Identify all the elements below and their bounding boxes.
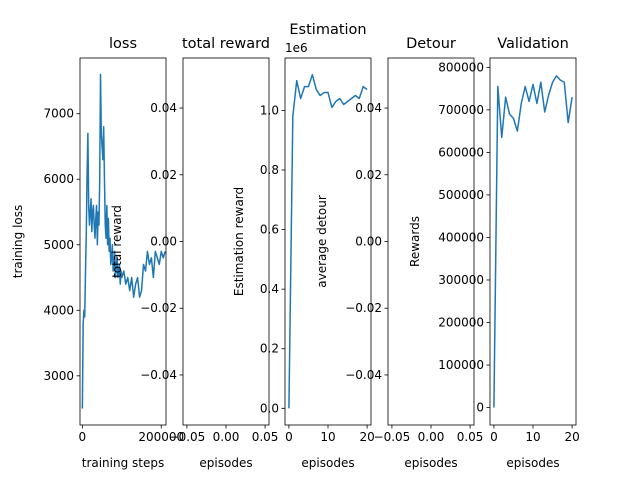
y-tick-label: 600000 <box>438 145 484 159</box>
y-tick-label: −0.02 <box>345 301 382 315</box>
subplot-4: 0 10 20 0 100000 200000 300000 400000 500000 6000… <box>408 36 580 470</box>
x-tick-label: 20 <box>564 430 579 444</box>
y-tick-label: 0.0 <box>260 401 279 415</box>
axis-scale-label: 1e6 <box>285 41 308 55</box>
x-tick-label: 0 <box>285 430 293 444</box>
x-axis-label: training steps <box>82 456 165 470</box>
x-tick-label: 10 <box>525 430 540 444</box>
y-axis-label: total reward <box>110 205 124 278</box>
y-tick-label: 0.8 <box>260 163 279 177</box>
chart-title: loss <box>109 36 137 52</box>
y-axis-label: Rewards <box>408 216 422 267</box>
y-tick-label: 0.04 <box>355 101 382 115</box>
subplot-1: −0.05 0.00 0.05 −0.04 −0.02 0.00 0.02 0.04 total… <box>110 36 278 470</box>
y-tick-label: 4000 <box>43 303 74 317</box>
chart-title: Estimation <box>289 22 366 38</box>
x-tick-label: −0.05 <box>374 430 411 444</box>
y-tick-label: 700000 <box>438 103 484 117</box>
x-tick-label: 0.00 <box>213 430 240 444</box>
series-line-0-0 <box>81 73 166 409</box>
y-axis-label: Estimation reward <box>232 187 246 296</box>
y-tick-label: 0.2 <box>260 342 279 356</box>
x-tick-label: 20 <box>359 430 374 444</box>
x-tick-label: −0.05 <box>169 430 206 444</box>
chart-title: Validation <box>497 36 569 52</box>
y-tick-label: 300000 <box>438 273 484 287</box>
x-tick-label: 0 <box>79 430 87 444</box>
chart-title: Detour <box>406 36 456 52</box>
x-axis-label: episodes <box>506 456 559 470</box>
y-tick-label: 7000 <box>43 107 74 121</box>
x-axis-label: episodes <box>301 456 354 470</box>
y-axis-label: average detour <box>315 195 329 288</box>
x-tick-label: 10 <box>320 430 335 444</box>
x-axis-label: episodes <box>199 456 252 470</box>
y-tick-label: 400000 <box>438 230 484 244</box>
y-tick-label: 0.6 <box>260 223 279 237</box>
x-tick-label: 0.05 <box>457 430 484 444</box>
y-tick-label: −0.04 <box>345 368 382 382</box>
y-tick-label: −0.04 <box>140 368 177 382</box>
subplot-0: 0 200000 3000 4000 5000 6000 7000 loss training … <box>11 36 184 470</box>
x-tick-label: 200000 <box>138 430 184 444</box>
y-tick-label: 0 <box>476 401 484 415</box>
subplot-3: −0.05 0.00 0.05 −0.04 −0.02 0.00 0.02 0.04 Detou… <box>315 36 483 470</box>
y-tick-label: 200000 <box>438 316 484 330</box>
chart-title: total reward <box>182 36 270 52</box>
y-tick-label: 800000 <box>438 60 484 74</box>
axes-frame <box>182 57 270 426</box>
y-tick-label: 0.02 <box>355 168 382 182</box>
y-tick-label: 0.00 <box>355 235 382 249</box>
y-tick-label: −0.02 <box>140 301 177 315</box>
y-tick-label: 100000 <box>438 358 484 372</box>
y-axis-label: training loss <box>11 205 25 278</box>
y-tick-label: 1.0 <box>260 103 279 117</box>
y-tick-label: 5000 <box>43 238 74 252</box>
y-tick-label: 0.00 <box>150 235 177 249</box>
axes-frame <box>489 57 577 426</box>
y-tick-label: 0.02 <box>150 168 177 182</box>
x-axis-label: episodes <box>404 456 457 470</box>
series-line-2-0 <box>288 73 368 409</box>
y-tick-label: 500000 <box>438 188 484 202</box>
x-tick-label: 0.00 <box>418 430 445 444</box>
x-tick-label: 0 <box>490 430 498 444</box>
axes-frame <box>79 57 167 426</box>
x-tick-label: 0.05 <box>252 430 279 444</box>
y-tick-label: 3000 <box>43 369 74 383</box>
y-tick-label: 0.4 <box>260 282 279 296</box>
y-tick-label: 6000 <box>43 172 74 186</box>
subplot-2: 0 10 20 0.0 0.2 0.4 0.6 0.8 1.0 Estimation 1e6 epis… <box>232 22 375 470</box>
y-tick-label: 0.04 <box>150 101 177 115</box>
series-line-4-0 <box>493 75 573 408</box>
